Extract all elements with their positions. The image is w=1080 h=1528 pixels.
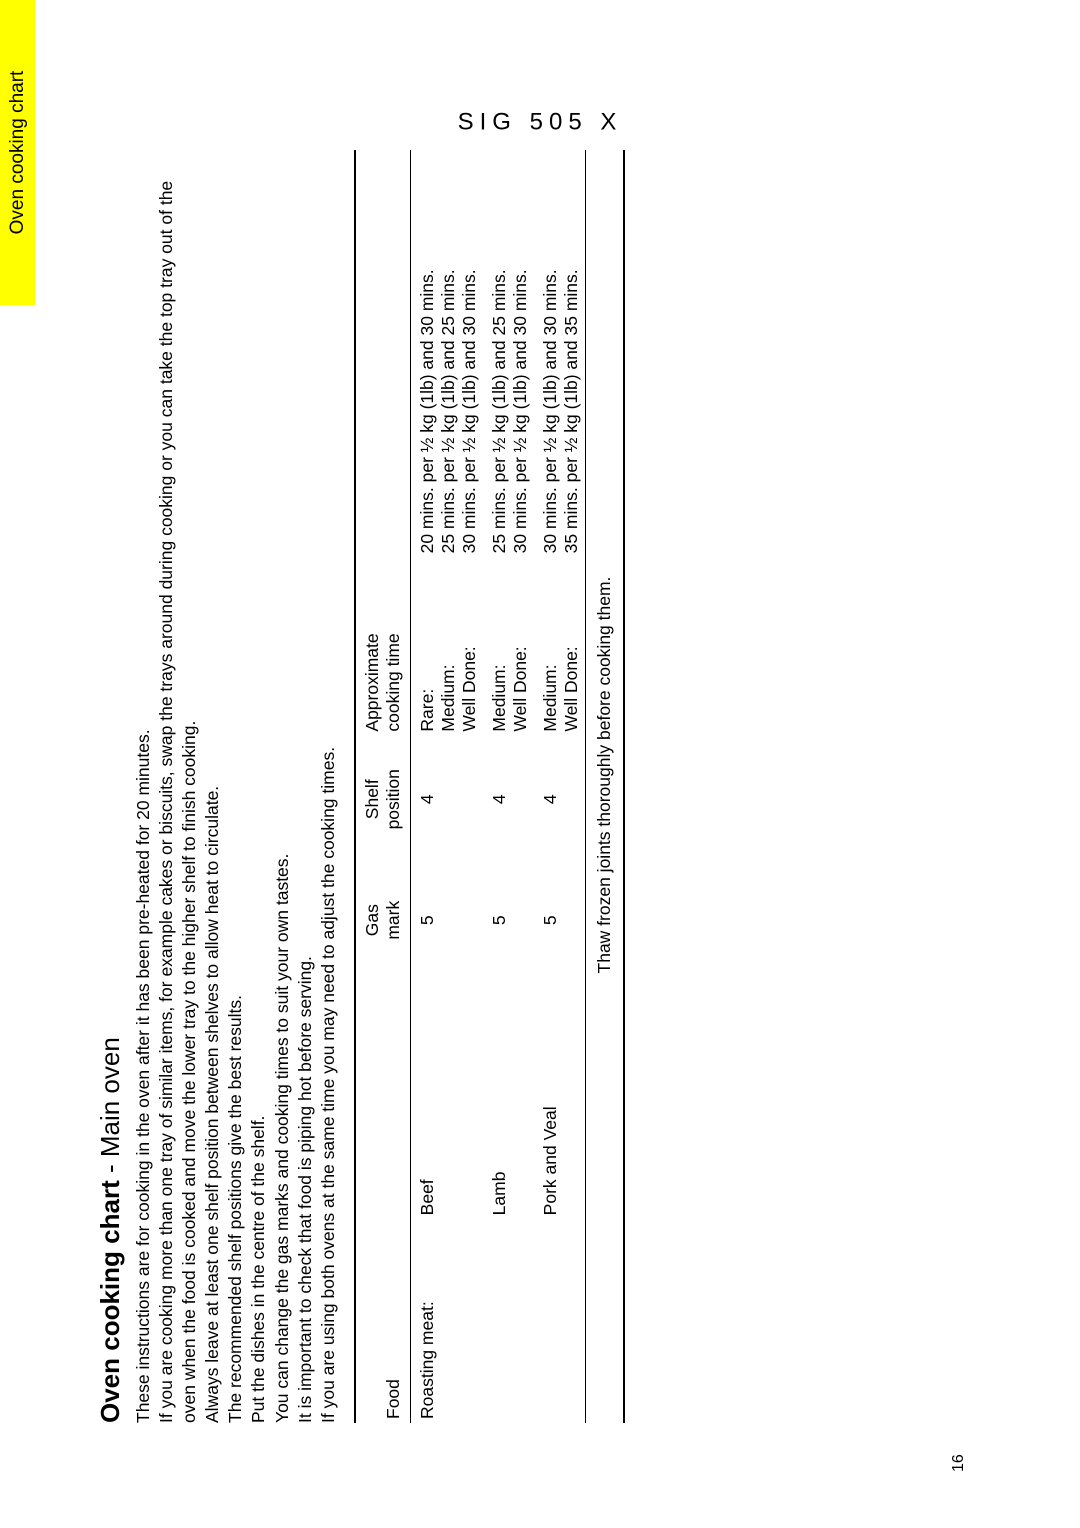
model-code: SIG 505 X <box>458 108 623 136</box>
cell-gas: 5 <box>534 863 586 978</box>
th-approx-2: cooking time <box>383 633 403 731</box>
cell-doneness: Rare: Medium: Well Done: <box>410 557 483 735</box>
cell-shelf: 4 <box>483 736 534 863</box>
page-title-bold: Oven cooking chart <box>95 1180 125 1423</box>
cell-shelf: 4 <box>410 736 483 863</box>
cell-time: 20 mins. per ½ kg (1lb) and 30 mins. 25 … <box>410 150 483 557</box>
time-label: 35 mins. per ½ kg (1lb) and 35 mins. <box>561 269 581 553</box>
cell-time: 30 mins. per ½ kg (1lb) and 30 mins. 35 … <box>534 150 586 557</box>
cell-doneness: Medium: Well Done: <box>483 557 534 735</box>
page-number: 16 <box>950 1454 968 1472</box>
th-gas: Gas mark <box>355 863 411 978</box>
doneness-label: Rare: <box>417 689 437 732</box>
intro-line: If you are using both ovens at the same … <box>317 150 340 1423</box>
time-label: 30 mins. per ½ kg (1lb) and 30 mins. <box>540 269 560 553</box>
table-body: Roasting meat: Beef 5 4 Rare: Medium: We… <box>410 150 585 1423</box>
table-row: Lamb 5 4 Medium: Well Done: 25 mins. per… <box>483 150 534 1423</box>
cell-item: Lamb <box>483 977 534 1219</box>
th-food: Food <box>355 1219 411 1423</box>
sheet: Oven cooking chart SIG 505 X Oven cookin… <box>0 0 1080 1528</box>
doneness-label: Medium: <box>540 665 560 732</box>
intro-line: The recommended shelf positions give the… <box>224 150 247 1423</box>
cell-gas: 5 <box>483 863 534 978</box>
table-header-row: Food Gas mark Shelf position Approximate <box>355 150 411 1423</box>
intro-line: These instructions are for cooking in th… <box>132 150 155 1423</box>
time-label: 25 mins. per ½ kg (1lb) and 25 mins. <box>438 269 458 553</box>
table-row: Pork and Veal 5 4 Medium: Well Done: 30 … <box>534 150 586 1423</box>
time-label: 30 mins. per ½ kg (1lb) and 30 mins. <box>510 269 530 553</box>
page-title-sub: - Main oven <box>95 1037 125 1180</box>
intro-line: It is important to check that food is pi… <box>294 150 317 1423</box>
cell-doneness: Medium: Well Done: <box>534 557 586 735</box>
th-approx-1: Approximate <box>362 633 382 731</box>
section-tab-label: Oven cooking chart <box>7 71 29 235</box>
time-label: 20 mins. per ½ kg (1lb) and 30 mins. <box>417 269 437 553</box>
th-shelf-1: Shelf <box>362 779 382 819</box>
table-row: Roasting meat: Beef 5 4 Rare: Medium: We… <box>410 150 483 1423</box>
th-shelf: Shelf position <box>355 736 411 863</box>
intro-line: If you are cooking more than one tray of… <box>155 150 201 1423</box>
cell-category <box>483 1219 534 1423</box>
doneness-label: Well Done: <box>510 646 530 731</box>
doneness-label: Medium: <box>489 665 509 732</box>
cell-category <box>534 1219 586 1423</box>
time-label: 30 mins. per ½ kg (1lb) and 30 mins. <box>459 269 479 553</box>
cell-item: Pork and Veal <box>534 977 586 1219</box>
doneness-label: Well Done: <box>459 646 479 731</box>
footer-spacer <box>585 977 624 1423</box>
table-footer-row: Thaw frozen joints thoroughly before coo… <box>585 150 624 1423</box>
th-item <box>355 977 411 1219</box>
cooking-table: Food Gas mark Shelf position Approximate <box>354 150 625 1423</box>
intro-line: You can change the gas marks and cooking… <box>271 150 294 1423</box>
section-tab: Oven cooking chart <box>0 0 35 305</box>
cell-shelf: 4 <box>534 736 586 863</box>
th-shelf-2: position <box>383 769 403 829</box>
rotated-page: Oven cooking chart SIG 505 X Oven cookin… <box>0 448 1080 1528</box>
doneness-label: Well Done: <box>561 646 581 731</box>
page-title: Oven cooking chart - Main oven <box>95 150 126 1423</box>
time-label: 25 mins. per ½ kg (1lb) and 25 mins. <box>489 269 509 553</box>
footer-note: Thaw frozen joints thoroughly before coo… <box>585 150 624 977</box>
th-gas-1: Gas <box>362 904 382 936</box>
cooking-table-wrap: Food Gas mark Shelf position Approximate <box>354 150 625 1423</box>
doneness-label: Medium: <box>438 665 458 732</box>
intro-line: Put the dishes in the centre of the shel… <box>247 150 270 1423</box>
cell-item: Beef <box>410 977 483 1219</box>
cell-time: 25 mins. per ½ kg (1lb) and 25 mins. 30 … <box>483 150 534 557</box>
intro-text: These instructions are for cooking in th… <box>132 150 340 1423</box>
th-approx: Approximate cooking time <box>355 150 411 736</box>
th-gas-2: mark <box>383 901 403 940</box>
cell-category: Roasting meat: <box>410 1219 483 1423</box>
intro-line: Always leave at least one shelf position… <box>201 150 224 1423</box>
th-food-label: Food <box>383 1379 403 1419</box>
cell-gas: 5 <box>410 863 483 978</box>
